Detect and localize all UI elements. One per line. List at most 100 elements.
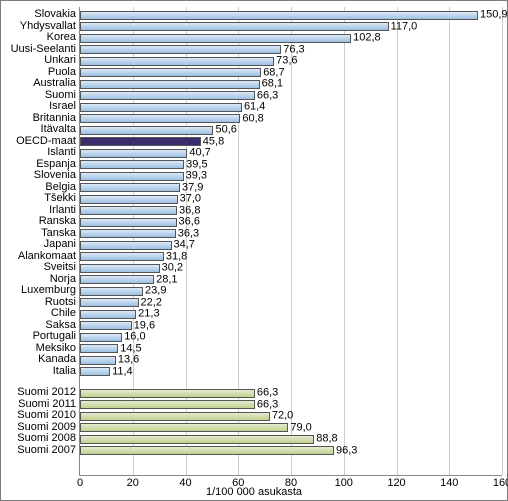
bar-value-label: 13,6 (115, 355, 139, 366)
bar-row: Slovakia150,9 (80, 9, 502, 21)
bar-row: Tšekki37,0 (80, 193, 502, 205)
bar-value-label: 36,6 (176, 217, 200, 228)
bar-value-label: 37,0 (177, 194, 201, 205)
bar-row: Slovenia39,3 (80, 170, 502, 182)
bar: 39,5 (80, 160, 184, 169)
bar: 50,6 (80, 126, 213, 135)
bar: 76,3 (80, 45, 281, 54)
bar-value-label: 11,4 (109, 366, 133, 377)
bar-category-label: Suomi 2012 (17, 387, 80, 399)
bar-category-label: Itävalta (41, 124, 80, 136)
bar-value-label: 14,5 (117, 343, 141, 354)
bar: 72,0 (80, 412, 270, 421)
bar: 22,2 (80, 298, 139, 307)
bar-category-label: Israel (49, 101, 80, 113)
bar: 37,0 (80, 195, 178, 204)
bar-value-label: 66,3 (254, 388, 278, 399)
bar-value-label: 50,6 (212, 125, 236, 136)
bar: 16,0 (80, 333, 122, 342)
bar-value-label: 60,8 (239, 113, 263, 124)
bar-category-label: Kanada (38, 354, 80, 366)
bar-value-label: 31,8 (163, 251, 187, 262)
bar: 19,6 (80, 321, 132, 330)
bar-category-label: Japani (44, 239, 80, 251)
bar: 117,0 (80, 22, 389, 31)
bar-value-label: 76,3 (280, 44, 304, 55)
bar: 40,7 (80, 149, 187, 158)
bar: 102,8 (80, 34, 351, 43)
bar-value-label: 72,0 (269, 411, 293, 422)
bar-row: Islanti40,7 (80, 147, 502, 159)
bar: 39,3 (80, 172, 184, 181)
bar-category-label: Unkari (44, 55, 80, 67)
bar-row: Britannia60,8 (80, 113, 502, 125)
bar-row: Sveitsi30,2 (80, 262, 502, 274)
bar-row: Suomi66,3 (80, 90, 502, 102)
bar: 11,4 (80, 367, 110, 376)
bar-value-label: 39,5 (183, 159, 207, 170)
bar-row: Norja28,1 (80, 274, 502, 286)
bar-value-label: 79,0 (287, 422, 311, 433)
bar-value-label: 40,7 (186, 148, 210, 159)
bar-row: Puola68,7 (80, 67, 502, 79)
plot-area: 020406080100120140160Slovakia150,9Yhdysv… (79, 7, 502, 476)
bar-value-label: 22,2 (138, 297, 162, 308)
bar-category-label: Slovenia (34, 170, 80, 182)
bar-row: Uusi-Seelanti76,3 (80, 44, 502, 56)
bar-value-label: 39,3 (183, 171, 207, 182)
bar-category-label: Australia (33, 78, 80, 90)
bar-row: Chile21,3 (80, 308, 502, 320)
bar-value-label: 66,3 (254, 399, 278, 410)
bar-value-label: 68,7 (260, 67, 284, 78)
x-tick-label: 120 (387, 475, 405, 489)
bar-category-label: Islanti (47, 147, 80, 159)
bar: 37,9 (80, 183, 180, 192)
x-tick-label: 100 (335, 475, 353, 489)
bar-row: Ruotsi22,2 (80, 297, 502, 309)
bar-category-label: Sveitsi (44, 262, 80, 274)
bar-value-label: 34,7 (171, 240, 195, 251)
bar-row: Meksiko14,5 (80, 343, 502, 355)
x-tick-label: 0 (77, 475, 83, 489)
bar-value-label: 19,6 (131, 320, 155, 331)
bar: 60,8 (80, 114, 240, 123)
bar-row: Suomi 200888,8 (80, 433, 502, 445)
x-tick-label: 40 (179, 475, 191, 489)
bar-value-label: 66,3 (254, 90, 278, 101)
bar-value-label: 102,8 (350, 33, 381, 44)
bar: 23,9 (80, 287, 143, 296)
bar-row: Suomi 201166,3 (80, 399, 502, 411)
bar-row: Alankomaat31,8 (80, 251, 502, 263)
bar-row: Espanja39,5 (80, 159, 502, 171)
bar-row: Luxemburg23,9 (80, 285, 502, 297)
bar: 34,7 (80, 241, 172, 250)
bar: 13,6 (80, 356, 116, 365)
bar-category-label: Portugali (33, 331, 80, 343)
bar: 88,8 (80, 435, 314, 444)
bar: 66,3 (80, 91, 255, 100)
bar-category-label: Slovakia (34, 9, 80, 21)
bar-category-label: Italia (53, 366, 80, 378)
bar-row: Belgia37,9 (80, 182, 502, 194)
bar-value-label: 61,4 (241, 102, 265, 113)
bar-row: Yhdysvallat117,0 (80, 21, 502, 33)
bar-row: Saksa19,6 (80, 320, 502, 332)
bar-row: Suomi 200796,3 (80, 445, 502, 457)
bar-value-label: 88,8 (313, 434, 337, 445)
bar-value-label: 16,0 (121, 332, 145, 343)
bar-row: Irlanti36,8 (80, 205, 502, 217)
bar-row: Korea102,8 (80, 32, 502, 44)
bar-category-label: Suomi 2007 (17, 445, 80, 457)
bar-category-label: Chile (51, 308, 80, 320)
bar: 150,9 (80, 11, 478, 20)
bar-value-label: 28,1 (153, 274, 177, 285)
bar-category-label: Ranska (39, 216, 80, 228)
bar-value-label: 36,8 (176, 205, 200, 216)
bar-row: Itävalta50,6 (80, 124, 502, 136)
bar-row: Japani34,7 (80, 239, 502, 251)
x-tick-label: 160 (493, 475, 508, 489)
bar-value-label: 68,1 (259, 79, 283, 90)
bar-value-label: 21,3 (135, 309, 159, 320)
bar: 66,3 (80, 400, 255, 409)
x-tick-label: 140 (440, 475, 458, 489)
